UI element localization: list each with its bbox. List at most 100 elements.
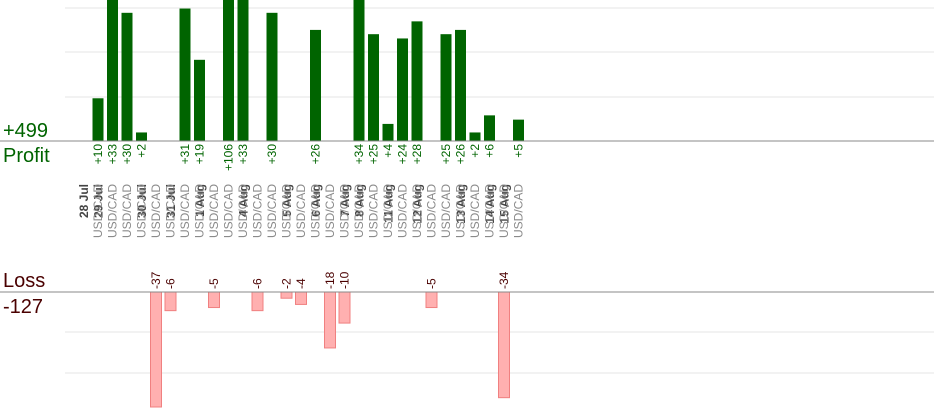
pair-label-15: USD/CAD	[309, 184, 323, 238]
value-label-5: -6	[164, 278, 178, 289]
pair-label-28: USD/CAD	[497, 184, 511, 238]
pair-label-22: USD/CAD	[410, 184, 424, 238]
profit-bar-27	[484, 115, 495, 141]
pair-label-24: USD/CAD	[439, 184, 453, 238]
profit-bar-21	[397, 38, 408, 141]
loss-bar-23	[425, 291, 438, 309]
pair-label-12: USD/CAD	[265, 184, 279, 238]
profit-bar-12	[266, 12, 278, 142]
pair-label-10: USD/CAD	[236, 184, 250, 238]
date-label-13: 14 Aug	[483, 184, 497, 224]
date-label-3: 31 Jul	[164, 184, 178, 218]
pair-label-27: USD/CAD	[483, 184, 497, 238]
profit-bar-22	[411, 21, 423, 142]
profit-bar-26	[469, 132, 481, 141]
date-label-7: 6 Aug	[309, 184, 323, 217]
value-label-28: -34	[497, 271, 511, 289]
value-labels: +10 +33 +30 +2-37 -6+31 +19-5+106 +33-6+30-2 -4…	[91, 144, 526, 289]
pair-label-4: USD/CAD	[149, 184, 163, 238]
pair-label-8: USD/CAD	[207, 184, 221, 238]
value-label-8: -5	[207, 278, 221, 289]
value-label-17: -10	[338, 271, 352, 289]
value-label-13: -2	[280, 278, 294, 289]
date-label-12: 13 Aug	[454, 184, 468, 224]
loss-label: Loss	[3, 270, 46, 292]
loss-bar-14	[295, 291, 307, 305]
date-label-1: 29 Jul	[92, 184, 106, 218]
bars	[92, 0, 524, 408]
value-label-14: -4	[294, 278, 308, 289]
value-label-1: +33	[106, 144, 120, 165]
profit-total: +499	[3, 120, 49, 142]
pair-label-17: USD/CAD	[338, 184, 352, 238]
date-label-2: 30 Jul	[135, 184, 149, 218]
profit-bar-1	[107, 0, 118, 141]
pair-label-3: USD/CAD	[135, 184, 149, 238]
loss-bar-16	[324, 291, 336, 349]
value-label-22: +28	[410, 144, 424, 165]
profit-bar-7	[194, 59, 205, 142]
loss-bar-17	[338, 291, 351, 324]
profit-bar-9	[223, 0, 234, 141]
pair-label-20: USD/CAD	[381, 184, 395, 238]
loss-total: -127	[3, 296, 44, 318]
value-label-7: +19	[193, 144, 207, 165]
axes	[0, 140, 934, 293]
value-label-21: +24	[396, 144, 410, 165]
value-label-10: +33	[236, 144, 250, 165]
date-labels: 28 Jul 29 Jul 30 Jul 31 Jul 1 Aug 4 Aug 5 Aug 6…	[77, 184, 512, 224]
profit-label: Profit	[3, 145, 50, 167]
value-label-6: +31	[178, 144, 192, 165]
pair-label-29: USD/CAD	[512, 184, 526, 238]
profit-bar-20	[382, 123, 394, 141]
pair-label-14: USD/CAD	[294, 184, 308, 238]
pair-label-16: USD/CAD	[323, 184, 337, 238]
value-label-9: +106	[222, 144, 236, 171]
loss-bar-13	[280, 291, 293, 299]
date-label-6: 5 Aug	[280, 184, 294, 217]
pair-label-7: USD/CAD	[193, 184, 207, 238]
value-label-23: -5	[425, 278, 439, 289]
profit-bar-25	[455, 29, 466, 142]
date-label-14: 15 Aug	[498, 184, 512, 224]
pair-labels: USD/CAD USD/CAD USD/CAD USD/CAD USD/CAD USD/C…	[91, 184, 526, 238]
value-label-25: +26	[454, 144, 468, 165]
date-label-0: 28 Jul	[77, 184, 91, 218]
pair-label-18: USD/CAD	[352, 184, 366, 238]
value-label-18: +34	[352, 144, 366, 165]
date-label-4: 1 Aug	[193, 184, 207, 217]
pair-label-6: USD/CAD	[178, 184, 192, 238]
value-label-27: +6	[483, 144, 497, 158]
value-label-12: +30	[265, 144, 279, 165]
date-label-9: 8 Aug	[353, 184, 367, 217]
value-label-16: -18	[323, 271, 337, 289]
loss-bar-5	[164, 291, 177, 312]
pair-label-13: USD/CAD	[280, 184, 294, 238]
value-label-3: +2	[135, 144, 149, 158]
date-label-11: 12 Aug	[411, 184, 425, 224]
pair-label-1: USD/CAD	[106, 184, 120, 238]
profit-bar-0	[92, 98, 104, 141]
value-label-4: -37	[149, 271, 163, 289]
loss-bar-28	[498, 291, 510, 399]
value-label-24: +25	[439, 144, 453, 165]
profit-bar-10	[237, 0, 249, 141]
pair-label-26: USD/CAD	[468, 184, 482, 238]
value-label-26: +2	[468, 144, 482, 158]
loss-bar-4	[150, 291, 162, 408]
pair-label-21: USD/CAD	[396, 184, 410, 238]
pair-label-11: USD/CAD	[251, 184, 265, 238]
date-label-10: 11 Aug	[382, 184, 396, 223]
pair-label-5: USD/CAD	[164, 184, 178, 238]
pair-label-0: USD/CAD	[91, 184, 105, 238]
pair-label-19: USD/CAD	[367, 184, 381, 238]
value-label-2: +30	[120, 144, 134, 165]
loss-bar-8	[208, 291, 220, 309]
value-label-11: -6	[251, 278, 265, 289]
profit-bar-18	[353, 0, 365, 141]
profit-bar-19	[368, 34, 379, 141]
pair-label-9: USD/CAD	[222, 184, 236, 238]
pair-label-25: USD/CAD	[454, 184, 468, 238]
profit-bar-2	[121, 12, 133, 142]
